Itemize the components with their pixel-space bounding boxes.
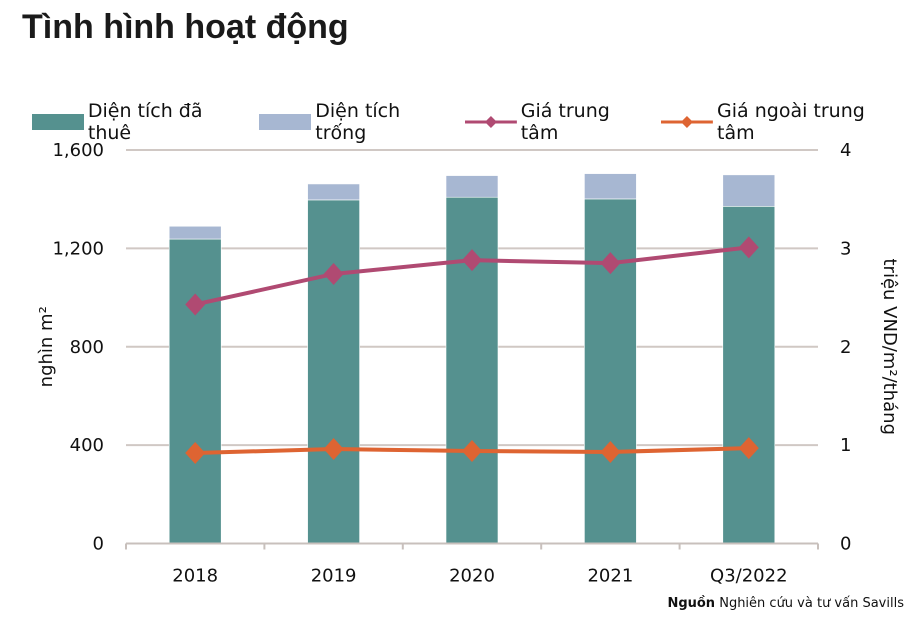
y-tick-label: 1,600	[52, 140, 104, 161]
bar-vacant	[584, 173, 637, 200]
y2-tick-label: 1	[840, 435, 851, 456]
bar-leased	[168, 238, 222, 544]
line-marker	[738, 236, 759, 259]
bar-vacant	[307, 183, 360, 201]
y-tick-label: 0	[93, 534, 104, 555]
bar-leased	[584, 198, 637, 544]
line-marker	[462, 440, 482, 463]
line-marker	[738, 437, 759, 460]
line-marker	[185, 441, 206, 464]
y2-tick-label: 3	[840, 238, 851, 259]
legend-label: Diện tích trống	[315, 100, 401, 144]
y2-tick-label: 4	[840, 140, 851, 161]
line-marker	[462, 249, 482, 272]
legend-line-marker	[661, 116, 714, 128]
y2-tick-label: 2	[840, 337, 851, 358]
bar-leased	[445, 196, 499, 544]
y2-tick-label: 0	[840, 534, 851, 555]
x-tick-label: 2020	[449, 566, 495, 587]
legend-label: Giá trung tâm	[520, 100, 610, 144]
line-marker	[600, 441, 621, 464]
legend-label: Diện tích đã thuê	[87, 100, 203, 144]
y2-axis-label: triệu VND/m²/tháng	[879, 258, 900, 435]
legend-line-marker	[464, 116, 517, 128]
source-label: Nguồn	[667, 596, 716, 611]
legend-swatch	[32, 114, 84, 130]
legend-swatch	[259, 114, 312, 130]
legend-label: Giá ngoài trung tâm	[717, 100, 865, 144]
line-marker	[185, 293, 206, 316]
legend-item: Diện tích trống	[259, 100, 456, 144]
bar-leased	[307, 199, 360, 544]
source-note: Nguồn Nghiên cứu và tư vấn Savills	[667, 596, 904, 611]
bar-leased	[722, 206, 776, 544]
source-text: Nghiên cứu và tư vấn Savills	[719, 596, 904, 611]
y-tick-label: 400	[70, 435, 104, 456]
bar-vacant	[722, 174, 776, 207]
line-marker	[323, 262, 344, 285]
legend-item: Diện tích đã thuê	[32, 100, 251, 144]
bar-vacant	[168, 225, 222, 240]
y-tick-label: 1,200	[52, 238, 104, 259]
legend-item: Giá trung tâm	[464, 100, 653, 144]
legend: Diện tích đã thuê Diện tích trống Giá tr…	[32, 100, 916, 144]
chart-title: Tình hình hoạt động	[22, 8, 349, 46]
line-marker	[600, 252, 621, 275]
line-marker	[323, 438, 344, 461]
y-tick-label: 800	[70, 337, 104, 358]
x-tick-label: Q3/2022	[710, 566, 788, 587]
x-tick-label: 2018	[172, 566, 218, 587]
x-tick-label: 2019	[311, 566, 357, 587]
bar-vacant	[445, 175, 499, 198]
y-axis-label: nghìn m²	[36, 306, 57, 387]
legend-item: Giá ngoài trung tâm	[661, 100, 908, 144]
x-tick-label: 2021	[587, 566, 633, 587]
